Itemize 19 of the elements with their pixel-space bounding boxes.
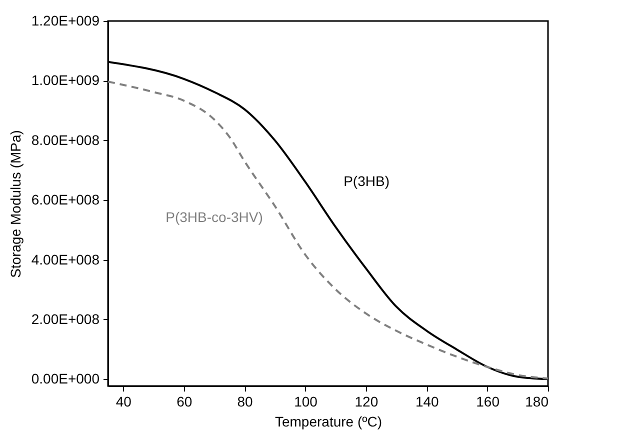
- y-tick-label: 2.00E+008: [31, 310, 100, 327]
- y-tick-label: 4.00E+008: [31, 251, 100, 268]
- x-axis-title: Temperature (ºC): [274, 414, 382, 430]
- y-tick-label: 8.00E+008: [31, 132, 100, 148]
- x-tick-label: 140: [415, 394, 440, 410]
- y-tick-label: 1.20E+009: [31, 12, 100, 28]
- x-tick-label: 60: [176, 394, 192, 410]
- x-tick-label: 40: [116, 394, 132, 410]
- x-tick-label: 160: [476, 394, 500, 410]
- y-tick-label: 6.00E+008: [31, 192, 100, 208]
- x-tick-label: 80: [237, 394, 254, 410]
- series-label: P(3HB): [344, 172, 390, 189]
- y-tick-label: 0.00E+000: [31, 370, 100, 387]
- x-tick-label: 100: [294, 394, 318, 410]
- y-axis-title: Storage Modulus (MPa): [7, 130, 24, 278]
- y-tick-label: 1.00E+009: [31, 72, 100, 88]
- series-label: P(3HB-co-3HV): [166, 209, 263, 226]
- x-tick-label: 180: [525, 394, 549, 410]
- x-tick-label: 120: [354, 394, 378, 410]
